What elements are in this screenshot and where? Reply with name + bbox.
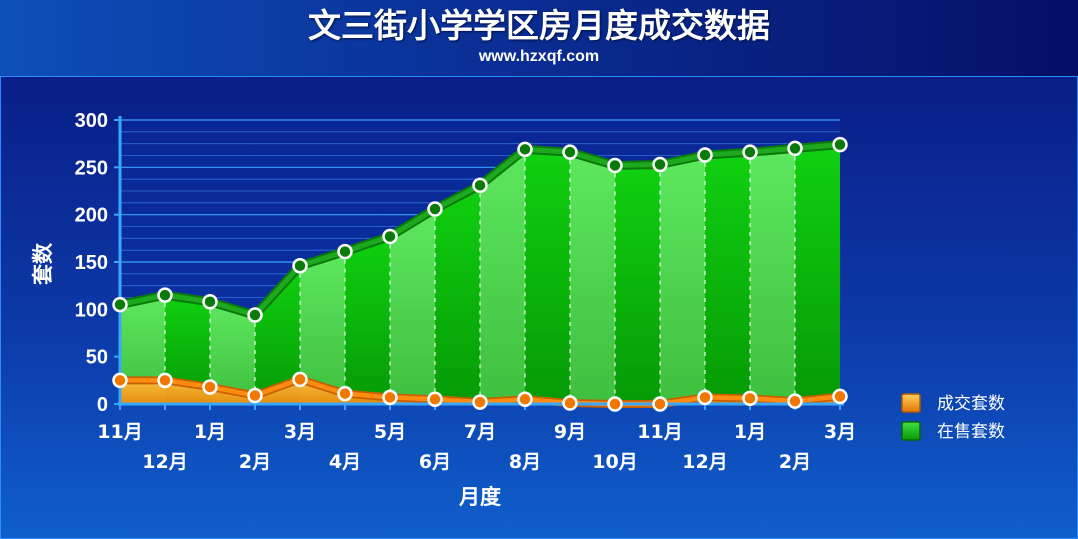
sold-point xyxy=(247,387,263,404)
sold-point xyxy=(697,389,713,406)
x-tick-label: 3月 xyxy=(824,421,856,443)
on-sale-area-segment xyxy=(705,152,750,404)
sold-point xyxy=(607,396,623,412)
legend-swatch xyxy=(901,393,921,413)
x-tick-label: 12月 xyxy=(142,451,187,473)
sold-point xyxy=(112,372,128,389)
on-sale-point xyxy=(382,228,398,245)
sold-point xyxy=(292,371,308,388)
y-tick-label: 0 xyxy=(97,394,108,416)
sold-point xyxy=(472,394,488,410)
on-sale-area-segment xyxy=(435,185,480,404)
y-tick-label: 200 xyxy=(75,205,108,227)
on-sale-point xyxy=(112,296,128,313)
chart-subtitle: www.hzxqf.com xyxy=(478,48,600,65)
x-tick-label: 4月 xyxy=(329,451,361,473)
sold-point xyxy=(832,388,848,405)
on-sale-area-segment xyxy=(390,208,435,404)
x-tick-label: 2月 xyxy=(239,451,271,473)
axis-labels: 05010015020025030011月12月1月2月3月4月5月6月7月8月… xyxy=(31,110,856,509)
y-tick-label: 100 xyxy=(75,299,108,321)
on-sale-point xyxy=(562,144,578,160)
y-tick-label: 150 xyxy=(75,252,108,274)
x-tick-label: 8月 xyxy=(509,451,541,473)
on-sale-point xyxy=(427,201,443,217)
sold-point xyxy=(427,391,443,408)
on-sale-point xyxy=(697,147,713,163)
sold-point xyxy=(337,385,353,402)
on-sale-point xyxy=(742,144,758,160)
on-sale-point xyxy=(247,307,263,323)
legend-swatch xyxy=(901,421,921,441)
markers xyxy=(112,136,848,412)
sold-point xyxy=(382,389,398,406)
x-axis-label: 月度 xyxy=(458,485,501,509)
y-tick-label: 300 xyxy=(75,110,108,132)
x-tick-label: 1月 xyxy=(734,421,766,443)
x-tick-label: 5月 xyxy=(374,421,406,443)
legend-label: 成交套数 xyxy=(937,394,1005,414)
y-axis-label: 套数 xyxy=(31,242,55,285)
x-tick-label: 2月 xyxy=(779,451,811,473)
on-sale-area-segment xyxy=(165,295,210,404)
x-tick-label: 7月 xyxy=(464,421,496,443)
x-tick-label: 10月 xyxy=(592,451,637,473)
sold-point xyxy=(202,379,218,395)
sold-point xyxy=(562,395,578,411)
on-sale-area-segment xyxy=(660,155,705,404)
on-sale-point xyxy=(832,136,848,153)
on-sale-area-segment xyxy=(480,149,525,404)
series-on-sale-area xyxy=(119,140,841,404)
x-tick-label: 3月 xyxy=(284,421,316,443)
x-tick-label: 11月 xyxy=(97,421,142,443)
on-sale-area-segment xyxy=(345,236,390,404)
on-sale-point xyxy=(337,243,353,260)
on-sale-point xyxy=(787,140,803,157)
x-tick-label: 6月 xyxy=(419,451,451,473)
chart-header: 文三街小学学区房月度成交数据 www.hzxqf.com xyxy=(0,0,1078,76)
x-tick-label: 9月 xyxy=(554,421,586,443)
x-tick-label: 11月 xyxy=(637,421,682,443)
on-sale-area-segment xyxy=(210,301,255,404)
on-sale-point xyxy=(517,141,533,158)
on-sale-point xyxy=(652,156,668,173)
y-tick-label: 50 xyxy=(86,347,108,369)
on-sale-area-segment xyxy=(795,144,840,404)
legend-label: 在售套数 xyxy=(937,422,1005,442)
on-sale-point xyxy=(607,157,623,174)
on-sale-point xyxy=(157,287,173,303)
sold-point xyxy=(517,391,533,408)
on-sale-point xyxy=(202,294,218,310)
on-sale-area-segment xyxy=(750,148,795,404)
sold-point xyxy=(652,396,668,412)
sold-point xyxy=(157,372,173,389)
on-sale-area-segment xyxy=(570,152,615,404)
sold-point xyxy=(787,393,803,409)
x-tick-label: 1月 xyxy=(194,421,226,443)
on-sale-point xyxy=(292,258,308,274)
sold-point xyxy=(742,390,758,407)
on-sale-area-segment xyxy=(255,265,300,404)
x-tick-label: 12月 xyxy=(682,451,727,473)
chart-title: 文三街小学学区房月度成交数据 xyxy=(308,6,770,45)
on-sale-point xyxy=(472,177,488,194)
on-sale-area-segment xyxy=(615,164,660,404)
y-tick-label: 250 xyxy=(75,157,108,179)
on-sale-area-segment xyxy=(525,149,570,404)
on-sale-area-segment xyxy=(300,251,345,404)
